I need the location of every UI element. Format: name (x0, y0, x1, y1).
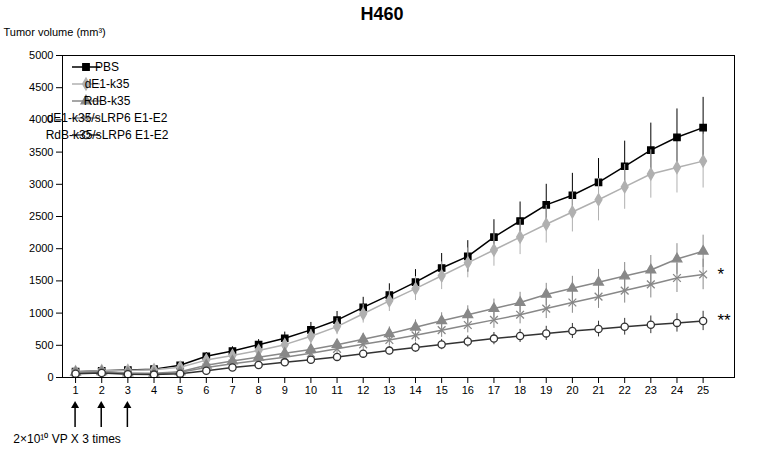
svg-text:1000: 1000 (29, 307, 53, 319)
svg-text:10: 10 (305, 384, 317, 396)
svg-text:13: 13 (383, 384, 395, 396)
svg-text:25: 25 (697, 384, 709, 396)
svg-text:3000: 3000 (29, 178, 53, 190)
svg-text:1500: 1500 (29, 274, 53, 286)
svg-text:3500: 3500 (29, 146, 53, 158)
svg-text:3: 3 (125, 384, 131, 396)
svg-text:19: 19 (540, 384, 552, 396)
svg-text:5: 5 (177, 384, 183, 396)
svg-text:20: 20 (566, 384, 578, 396)
svg-text:14: 14 (409, 384, 421, 396)
svg-text:15: 15 (436, 384, 448, 396)
svg-text:5000: 5000 (29, 49, 53, 61)
svg-text:11: 11 (331, 384, 342, 396)
svg-text:dE1-k35: dE1-k35 (85, 77, 130, 91)
svg-text:*: * (718, 265, 725, 284)
svg-text:22: 22 (619, 384, 631, 396)
svg-text:2000: 2000 (29, 242, 53, 254)
svg-text:RdB-k35: RdB-k35 (84, 94, 131, 108)
svg-text:8: 8 (256, 384, 262, 396)
svg-text:500: 500 (35, 339, 53, 351)
svg-text:6: 6 (203, 384, 209, 396)
svg-text:4: 4 (151, 384, 157, 396)
svg-text:PBS: PBS (95, 60, 119, 74)
svg-text:2: 2 (99, 384, 105, 396)
svg-text:4000: 4000 (29, 113, 54, 126)
svg-text:7: 7 (229, 384, 235, 396)
svg-text:12: 12 (357, 384, 369, 396)
svg-text:21: 21 (592, 384, 604, 396)
svg-text:4500: 4500 (29, 81, 53, 93)
svg-text:16: 16 (462, 384, 474, 396)
svg-text:dE1-k35/sLRP6 E1-E2: dE1-k35/sLRP6 E1-E2 (47, 111, 168, 125)
svg-text:**: ** (718, 311, 732, 330)
svg-text:1: 1 (73, 384, 79, 396)
svg-text:17: 17 (488, 384, 500, 396)
svg-text:9: 9 (282, 384, 288, 396)
svg-text:Tumor volume (mm³): Tumor volume (mm³) (4, 26, 106, 38)
svg-text:23: 23 (645, 384, 657, 396)
svg-text:24: 24 (671, 384, 683, 396)
html-text:H460: H460 (360, 4, 404, 24)
svg-text:2500: 2500 (29, 210, 53, 222)
svg-text:0: 0 (47, 371, 53, 383)
svg-text:18: 18 (514, 384, 526, 396)
svg-text:RdB-k35/sLRP6 E1-E2: RdB-k35/sLRP6 E1-E2 (46, 128, 169, 142)
svg-text:2×10¹⁰ VP X 3 times: 2×10¹⁰ VP X 3 times (13, 432, 121, 446)
